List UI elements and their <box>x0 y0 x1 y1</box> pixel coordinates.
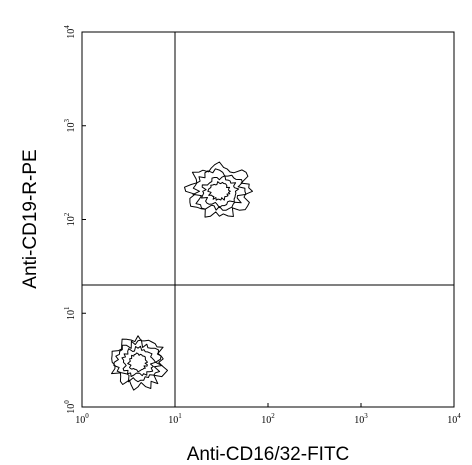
y-tick-label: 101 <box>63 306 77 320</box>
contour-line-upper-right <box>207 181 231 201</box>
contour-line-upper-right <box>192 168 247 211</box>
contour-layer <box>111 161 253 391</box>
contour-line-upper-right <box>201 175 240 209</box>
y-tick-label: 103 <box>63 119 77 133</box>
y-tick-label: 100 <box>63 400 77 414</box>
x-tick-label: 101 <box>168 412 182 426</box>
contour-line-lower-left <box>113 339 163 383</box>
y-axis-title: Anti-CD19-R-PE <box>20 149 41 288</box>
x-tick-label: 100 <box>75 412 89 426</box>
y-axis-ticks: 100 101 102 103 104 <box>63 25 86 414</box>
contour-line-lower-left <box>121 345 156 377</box>
contour-line-upper-right <box>184 161 253 218</box>
contour-line-lower-left <box>127 352 148 373</box>
y-tick-label: 102 <box>63 212 77 226</box>
y-tick-label: 104 <box>63 25 77 39</box>
contour-line-lower-left <box>111 335 168 391</box>
x-tick-label: 103 <box>354 412 368 426</box>
plot-frame <box>81 31 455 408</box>
x-tick-label: 104 <box>447 412 461 426</box>
x-axis-title: Anti-CD16/32-FITC <box>187 444 350 465</box>
x-axis-ticks: 100 101 102 103 104 <box>75 403 461 426</box>
x-tick-label: 102 <box>261 412 275 426</box>
